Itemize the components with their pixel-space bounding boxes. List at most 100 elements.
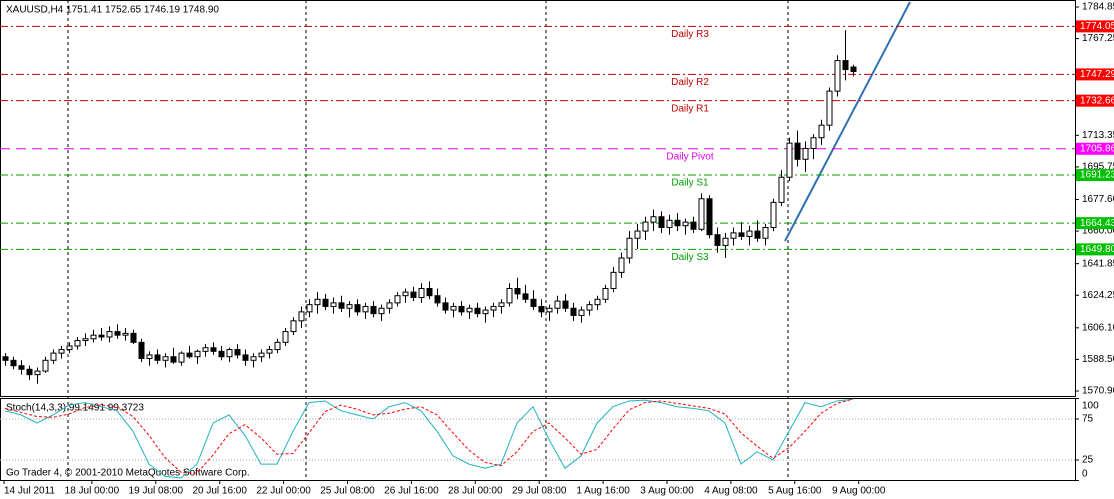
candle-body (354, 304, 361, 313)
stoch-frame (0, 398, 1076, 481)
x-tick-label: 19 Jul 08:00 (129, 486, 184, 497)
stoch-tick-label: 25 (1082, 455, 1094, 466)
y-tick-label: 1588.50 (1082, 354, 1114, 365)
x-tick-label: 14 Jul 2011 (4, 486, 55, 497)
candle-body (578, 309, 585, 316)
candle-body (106, 331, 113, 338)
x-tick-label: 29 Jul 08:00 (512, 486, 567, 497)
candle-body (394, 295, 401, 304)
candle-body (586, 304, 593, 311)
candle-body (730, 232, 737, 239)
candle-body (450, 305, 457, 311)
candle-body (602, 288, 609, 300)
candle-body (490, 305, 497, 311)
y-tick-label: 1677.60 (1082, 194, 1114, 205)
candle-body (410, 291, 417, 298)
x-tick-label: 9 Aug 00:00 (832, 486, 886, 497)
candle-body (746, 230, 753, 237)
candle-body (786, 142, 793, 178)
candle-body (218, 350, 225, 358)
y-tick-label: 1606.10 (1082, 322, 1114, 333)
level-name: Daily R1 (671, 103, 709, 114)
candle-body (314, 298, 321, 306)
candle-body (458, 305, 465, 313)
candle-body (90, 334, 97, 340)
candle-body (146, 354, 153, 360)
candle-body (650, 216, 657, 223)
x-tick-label: 28 Jul 00:00 (448, 486, 503, 497)
candle-body (290, 320, 297, 333)
candle-body (154, 354, 161, 361)
footer: Go Trader 4, © 2001-2010 MetaQuotes Soft… (6, 468, 250, 479)
candle-body (266, 349, 273, 354)
candle-body (834, 60, 841, 92)
candle-body (330, 302, 337, 307)
candle-body (274, 341, 281, 351)
x-tick-label: 22 Jul 00:00 (256, 486, 311, 497)
candle-body (626, 237, 633, 259)
candle-body (34, 370, 41, 376)
candle-body (666, 219, 673, 228)
chart-title: XAUUSD,H4 1751.41 1752.65 1746.19 1748.9… (6, 5, 219, 16)
candle-body (178, 352, 185, 363)
y-tick-label: 1695.75 (1082, 162, 1114, 173)
candle-body (66, 345, 73, 351)
level-price-box (1076, 20, 1114, 33)
x-tick-label: 5 Aug 16:00 (768, 486, 822, 497)
stoch-tick-label: 0 (1082, 469, 1088, 480)
level-price-label: 1691.23 (1080, 170, 1114, 181)
stoch-line (4, 398, 854, 479)
candle-body (338, 302, 345, 309)
candle-body (810, 137, 817, 150)
candle-body (530, 298, 537, 307)
candle-body (378, 307, 385, 315)
level-price-label: 1732.66 (1080, 95, 1114, 106)
candle-body (130, 332, 137, 343)
candle-body (98, 334, 105, 338)
candle-body (466, 307, 473, 313)
candle-body (10, 359, 17, 367)
candle-body (26, 368, 33, 376)
level-name: Daily R2 (671, 77, 709, 88)
candle-body (714, 234, 721, 246)
candle-body (618, 257, 625, 273)
candle-body (402, 291, 409, 297)
y-tick-label: 1570.90 (1082, 386, 1114, 397)
candle-body (770, 201, 777, 228)
candle-body (170, 356, 177, 363)
candle-body (74, 340, 81, 347)
level-price-label: 1649.80 (1080, 244, 1114, 255)
candle-body (306, 304, 313, 313)
candle-body (562, 300, 569, 309)
candle-body (762, 226, 769, 239)
candle-body (250, 356, 257, 361)
candle-body (242, 354, 249, 361)
x-tick-label: 4 Aug 08:00 (704, 486, 758, 497)
candle-body (506, 288, 513, 304)
candle-body (722, 237, 729, 246)
candle-body (210, 347, 217, 352)
candle-body (522, 293, 529, 300)
candle-body (42, 359, 49, 372)
candle-body (514, 288, 521, 295)
level-name: Daily S3 (671, 252, 709, 263)
candle-body (194, 350, 201, 358)
candle-body (386, 302, 393, 309)
x-tick-label: 1 Aug 16:00 (576, 486, 630, 497)
candle-body (794, 142, 801, 160)
candle-body (634, 230, 641, 239)
candle-body (186, 352, 193, 358)
level-price-box (1076, 68, 1114, 81)
candle-body (58, 349, 65, 354)
y-tick-label: 1624.25 (1082, 290, 1114, 301)
candle-body (698, 198, 705, 230)
candle-body (362, 305, 369, 313)
candle-body (50, 352, 57, 361)
y-tick-label: 1641.85 (1082, 258, 1114, 269)
candle-body (114, 331, 121, 336)
candle-body (842, 60, 849, 71)
candle-body (226, 349, 233, 358)
candle-body (482, 309, 489, 315)
stoch-label: Stoch(14,3,3) 99.1491 99.3723 (6, 403, 144, 414)
